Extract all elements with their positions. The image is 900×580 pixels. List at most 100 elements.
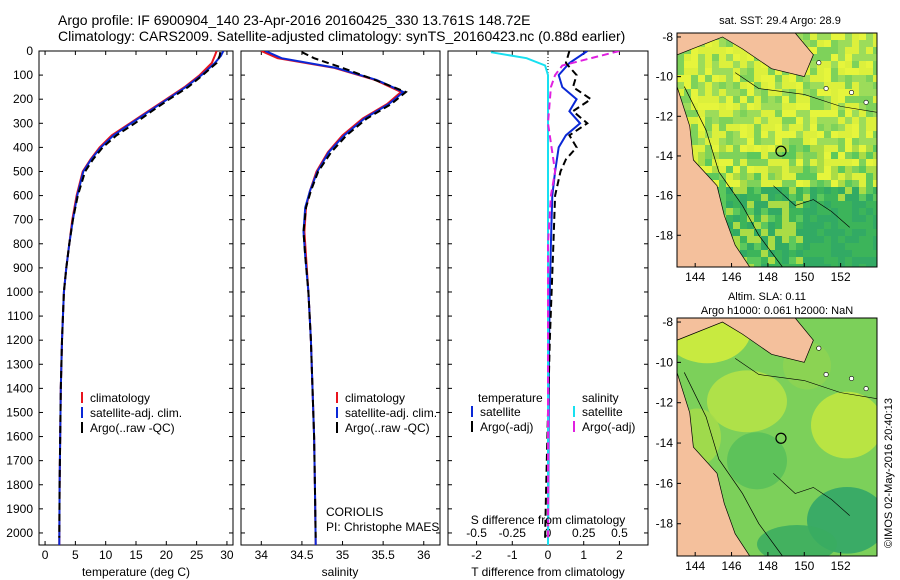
sst-cell [712,110,719,117]
y-tick-label: -12 [656,396,674,410]
sst-cell [803,82,810,89]
series-line [490,51,549,545]
sst-cell [705,103,712,110]
map-field [677,33,877,267]
sst-cell [789,187,796,194]
sst-cell [859,96,866,103]
sst-cell [845,33,852,40]
sst-cell [817,166,824,173]
sst-cell [691,131,698,138]
sst-cell [747,173,754,180]
sst-cell [831,243,838,250]
sst-cell [740,103,747,110]
sst-cell [768,215,775,222]
sst-cell [775,138,782,145]
sst-cell [726,40,733,47]
sst-cell [810,257,817,264]
sst-cell [719,166,726,173]
island [816,345,822,351]
legend-label: satellite [480,405,521,419]
sst-cell [740,208,747,215]
sst-cell [796,152,803,159]
sst-cell [831,103,838,110]
sst-cell [705,152,712,159]
sst-cell [789,215,796,222]
sst-cell [852,54,859,61]
sst-cell [691,152,698,159]
sst-cell [873,110,877,117]
sst-cell [789,229,796,236]
sst-cell [733,215,740,222]
sst-cell [859,159,866,166]
sst-cell [768,82,775,89]
sst-cell [782,82,789,89]
sst-cell [845,264,852,267]
sst-cell [845,194,852,201]
sst-cell [810,166,817,173]
sst-cell [719,187,726,194]
sst-cell [845,117,852,124]
sst-cell [789,166,796,173]
sst-cell [796,82,803,89]
sst-cell [789,243,796,250]
sst-cell [726,194,733,201]
sst-cell [775,103,782,110]
sst-cell [810,194,817,201]
sst-cell [712,124,719,131]
sst-cell [803,173,810,180]
sst-cell [831,82,838,89]
x-tick-label: 34.5 [290,548,314,562]
sst-cell [824,75,831,82]
sst-cell [768,194,775,201]
sst-cell [824,68,831,75]
sst-cell [754,236,761,243]
sst-cell [775,124,782,131]
sst-cell [740,82,747,89]
map-frame [676,32,878,268]
sst-cell [817,173,824,180]
sst-cell [705,159,712,166]
sst-cell [761,152,768,159]
sst-cell [761,257,768,264]
sst-cell [726,82,733,89]
sst-cell [824,96,831,103]
sst-cell [838,124,845,131]
sst-cell [866,166,873,173]
sst-cell [803,215,810,222]
sst-cell [740,173,747,180]
sst-cell [726,166,733,173]
sst-cell [859,40,866,47]
sst-cell [824,180,831,187]
sst-cell [705,166,712,173]
sst-cell [796,33,803,40]
sst-cell [740,215,747,222]
island [816,60,822,66]
sst-cell [838,180,845,187]
sst-cell [684,96,691,103]
sst-cell [789,173,796,180]
sst-cell [719,82,726,89]
sst-cell [873,131,877,138]
sst-cell [803,166,810,173]
sst-cell [733,124,740,131]
sst-cell [740,117,747,124]
sst-cell [873,40,877,47]
sst-cell [754,194,761,201]
sst-cell [740,250,747,257]
sst-cell [733,145,740,152]
sst-cell [824,89,831,96]
sst-cell [768,124,775,131]
series-line [58,51,225,545]
sst-cell [824,187,831,194]
sst-cell [775,201,782,208]
sst-cell [726,110,733,117]
sst-cell [810,117,817,124]
sst-cell [866,96,873,103]
sst-cell [726,187,733,194]
sst-cell [761,264,768,267]
sst-cell [831,75,838,82]
sst-cell [824,54,831,61]
x-tick-label: 144 [685,270,705,284]
sst-cell [782,201,789,208]
sst-cell [824,40,831,47]
